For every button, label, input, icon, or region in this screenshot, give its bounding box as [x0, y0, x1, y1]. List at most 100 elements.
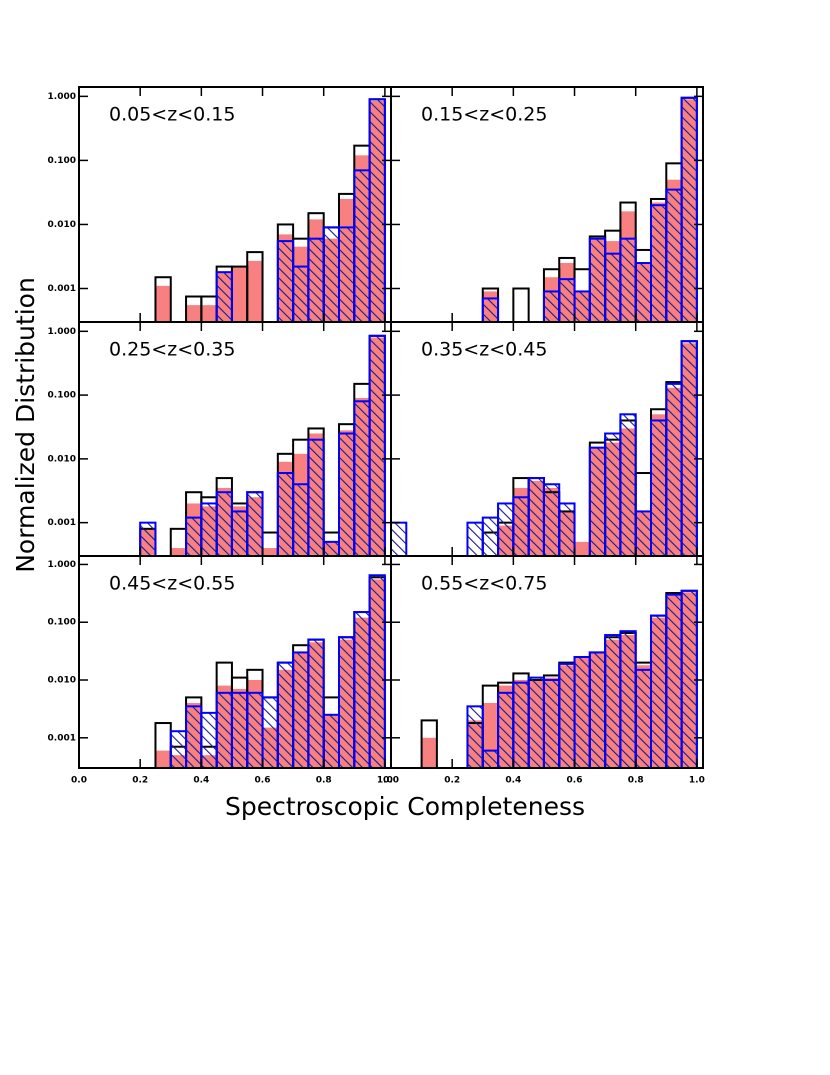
histogram-bar: [573, 290, 591, 323]
histogram-bar: [261, 696, 279, 769]
histogram-bar: [368, 574, 386, 770]
histogram-bar: [215, 491, 233, 558]
y-tick-label: 1.000: [48, 92, 76, 102]
histogram-bar: [338, 226, 356, 323]
histogram-bar: [230, 510, 249, 557]
histogram-bar: [307, 438, 325, 557]
histogram-bar: [527, 477, 545, 558]
y-tick-label: 0.001: [48, 518, 76, 528]
histogram-bar: [155, 285, 171, 322]
histogram-bar: [588, 446, 607, 558]
histogram-bar: [497, 691, 515, 769]
histogram-bar: [558, 278, 576, 323]
x-axis-label: Spectroscopic Completeness: [225, 792, 585, 821]
histogram-bar: [650, 614, 668, 770]
y-tick-label: 1.000: [48, 560, 76, 570]
histogram-bar: [169, 730, 188, 770]
histogram-bar: [619, 237, 637, 323]
histogram-bar: [353, 169, 371, 323]
histogram-bar: [542, 290, 561, 323]
histogram-bar: [512, 496, 530, 557]
histogram-bar: [481, 749, 500, 769]
x-tick-label: 0.0: [71, 776, 87, 786]
x-tick-label: 0.8: [316, 776, 332, 786]
histogram-bar: [246, 691, 264, 769]
y-axis-label: Normalized Distribution: [11, 277, 40, 573]
x-tick-label: 0.4: [193, 776, 209, 786]
histogram-bar: [619, 630, 637, 770]
histogram-bar: [466, 521, 484, 557]
histogram-bar: [185, 516, 203, 557]
histogram-bar: [573, 656, 591, 769]
histogram-bar: [542, 679, 561, 770]
y-tick-label: 1.000: [48, 327, 76, 337]
x-tick-label: 0.4: [505, 776, 521, 786]
y-tick-label: 0.100: [48, 156, 76, 166]
histogram-bar: [665, 382, 683, 557]
histogram-bar: [201, 305, 217, 322]
x-tick-label: 0.0: [383, 776, 399, 786]
histogram-bar: [200, 711, 218, 769]
histogram-bar: [542, 483, 561, 557]
y-tick-label: 0.010: [48, 220, 76, 230]
histogram-bar: [247, 260, 263, 322]
histogram-bar: [497, 502, 515, 558]
histogram-bar: [680, 340, 698, 558]
panel-title: 0.55<z<0.75: [421, 573, 547, 595]
histogram-bar: [170, 548, 187, 556]
histogram-bar: [588, 237, 607, 323]
panel-frame: [390, 555, 704, 769]
histogram-bar: [276, 661, 295, 770]
histogram-bar: [481, 297, 500, 323]
histogram-bar: [276, 240, 295, 323]
histogram-bar: [634, 510, 652, 557]
histogram-bar: [574, 541, 590, 556]
x-tick-label: 0.6: [255, 776, 271, 786]
x-tick-label: 0.2: [444, 776, 460, 786]
panel-title: 0.15<z<0.25: [421, 104, 547, 126]
histogram-bar: [588, 651, 607, 769]
histogram-bar: [634, 262, 652, 323]
histogram-bar: [322, 540, 340, 558]
histogram-bar: [558, 662, 576, 770]
x-tick-label: 0.2: [132, 776, 148, 786]
histogram-bar: [276, 472, 295, 557]
histogram-bar: [185, 705, 203, 769]
y-tick-label: 0.001: [48, 284, 76, 294]
histogram-bar: [665, 188, 683, 323]
histogram-bar: [338, 636, 356, 769]
panel-title: 0.45<z<0.55: [109, 573, 235, 595]
y-tick-label: 0.100: [48, 391, 76, 401]
x-tick-label: 0.8: [628, 776, 644, 786]
y-tick-label: 0.001: [48, 733, 76, 743]
x-tick-label: 1.0: [689, 776, 705, 786]
histogram-bar: [512, 287, 530, 324]
histogram-bar: [322, 713, 340, 769]
histogram-bar: [200, 502, 218, 558]
histogram-bar: [215, 691, 233, 769]
y-tick-label: 0.010: [48, 676, 76, 686]
x-tick-label: 1.0: [377, 776, 393, 786]
histogram-bar: [262, 548, 278, 556]
x-tick-label: 0.6: [567, 776, 583, 786]
histogram-bar: [215, 271, 233, 324]
histogram-bar: [558, 502, 576, 558]
histogram-bar: [338, 432, 356, 557]
histogram-bar: [322, 226, 340, 323]
histogram-bar: [634, 668, 652, 769]
histogram-bar: [307, 237, 325, 323]
histogram-bar: [353, 400, 371, 557]
histogram-bar: [186, 305, 202, 322]
histogram-bar: [139, 521, 157, 557]
histogram-bar: [155, 750, 171, 768]
histogram-bar: [604, 634, 622, 769]
histogram-bar: [292, 651, 310, 769]
histogram-bar: [231, 266, 248, 322]
panel-title: 0.05<z<0.15: [109, 104, 235, 126]
histogram-bar: [421, 737, 437, 768]
histogram-bar: [292, 483, 310, 557]
histogram-bar: [604, 252, 622, 323]
histogram-bar: [650, 204, 668, 323]
histogram-bar: [527, 676, 545, 770]
histogram-bar: [604, 432, 622, 557]
